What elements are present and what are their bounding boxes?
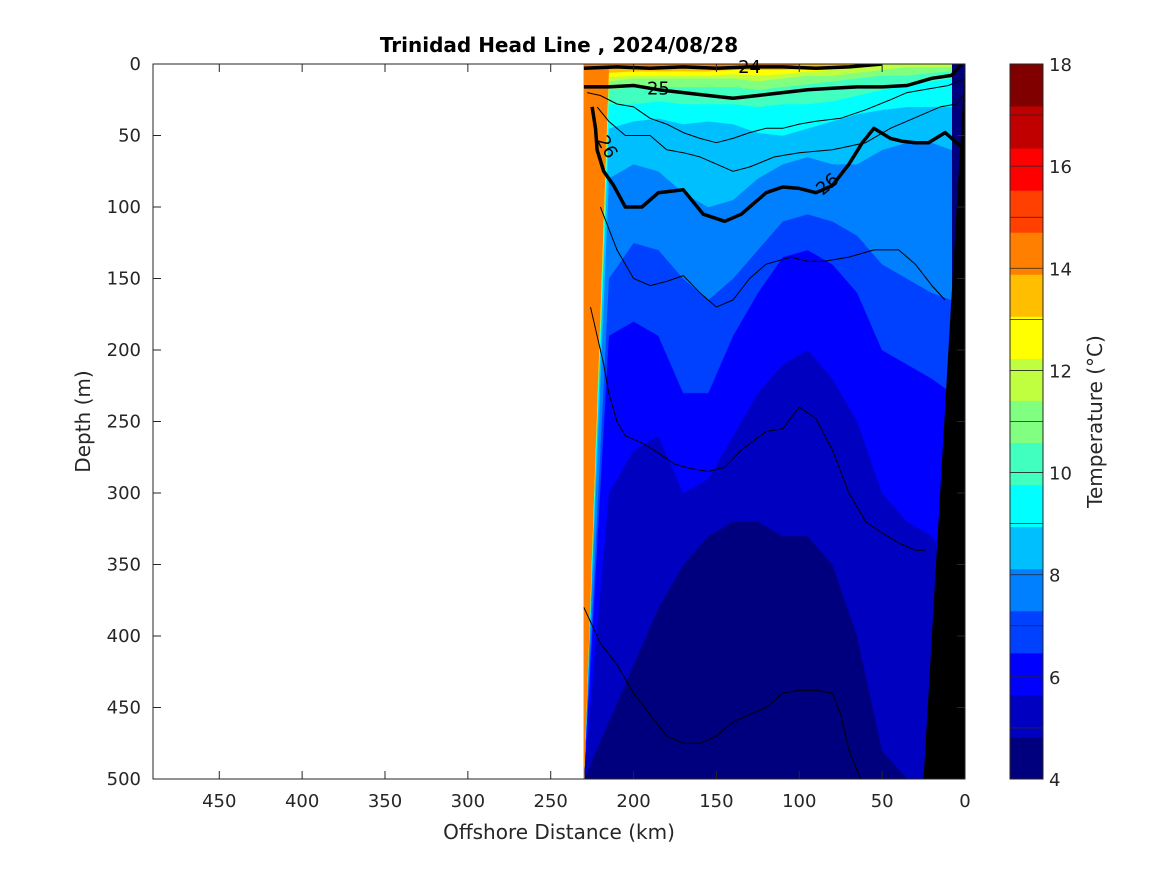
colorbar-title: Temperature (°C) bbox=[1083, 335, 1107, 509]
colorbar-segment bbox=[1010, 652, 1043, 696]
contour-label-24: 24 bbox=[738, 57, 761, 78]
colorbar-tick-label: 6 bbox=[1049, 668, 1060, 689]
x-tick-label: 100 bbox=[782, 791, 816, 812]
density-contour-26 bbox=[590, 106, 965, 224]
colorbar-segment bbox=[1010, 610, 1043, 654]
colorbar-tick-label: 18 bbox=[1049, 55, 1072, 76]
colorbar-segment bbox=[1010, 148, 1043, 191]
colorbar-tick-label: 8 bbox=[1049, 566, 1060, 587]
colorbar-segment bbox=[1010, 316, 1043, 359]
colorbar-tick-label: 12 bbox=[1049, 361, 1072, 382]
x-axis-title: Offshore Distance (km) bbox=[443, 820, 675, 844]
x-tick-label: 300 bbox=[451, 791, 485, 812]
x-tick-label: 250 bbox=[534, 791, 568, 812]
y-tick-label: 200 bbox=[107, 340, 141, 361]
temperature-band-14 bbox=[583, 64, 965, 779]
x-tick-label: 450 bbox=[202, 791, 236, 812]
y-axis-title: Depth (m) bbox=[71, 370, 95, 472]
y-tick-label: 100 bbox=[107, 197, 141, 218]
colorbar-tick-label: 4 bbox=[1049, 770, 1060, 791]
colorbar-segment bbox=[1010, 106, 1043, 149]
x-tick-label: 50 bbox=[871, 791, 894, 812]
density-contour-26-8 bbox=[590, 306, 926, 551]
colorbar-segment bbox=[1010, 190, 1043, 233]
temperature-band-13 bbox=[583, 64, 965, 779]
colorbar-segment bbox=[1010, 526, 1043, 570]
y-tick-label: 150 bbox=[107, 269, 141, 290]
colorbar-segment bbox=[1010, 484, 1043, 528]
colorbar-segment bbox=[1010, 442, 1043, 486]
temperature-band-11 bbox=[583, 64, 965, 779]
temperature-band-8 bbox=[583, 64, 965, 779]
x-tick-label: 0 bbox=[959, 791, 970, 812]
y-tick-label: 450 bbox=[107, 698, 141, 719]
colorbar-segment bbox=[1010, 274, 1043, 317]
density-contour-layer bbox=[583, 64, 965, 779]
x-tick-label: 150 bbox=[699, 791, 733, 812]
x-tick-label: 350 bbox=[368, 791, 402, 812]
y-tick-label: 300 bbox=[107, 483, 141, 504]
temperature-band-10 bbox=[583, 64, 965, 779]
density-contour-27 bbox=[583, 607, 862, 779]
colorbar-tick-label: 14 bbox=[1049, 259, 1072, 280]
y-tick-label: 0 bbox=[130, 54, 141, 75]
density-contour-26-6 bbox=[599, 206, 946, 308]
x-axis-ticks: 450 400 350 300 250 200 150 100 50 0 bbox=[202, 64, 971, 812]
y-tick-label: 50 bbox=[118, 126, 141, 147]
colorbar-segment bbox=[1010, 568, 1043, 612]
colorbar-tick-label: 10 bbox=[1049, 464, 1072, 485]
x-tick-label: 200 bbox=[616, 791, 650, 812]
x-tick-label: 400 bbox=[285, 791, 319, 812]
contour-label-25: 25 bbox=[647, 78, 670, 99]
y-tick-label: 350 bbox=[107, 555, 141, 576]
temperature-band-9 bbox=[583, 64, 965, 779]
y-tick-label: 500 bbox=[107, 769, 141, 790]
colorbar-segment bbox=[1010, 694, 1043, 738]
y-axis-ticks: 0 50 100 150 200 250 300 350 400 450 500 bbox=[107, 54, 965, 790]
y-tick-label: 250 bbox=[107, 412, 141, 433]
density-contour-26-2 bbox=[596, 92, 965, 172]
colorbar: 4 6 8 10 12 14 16 18 bbox=[1009, 55, 1072, 791]
colorbar-segment bbox=[1010, 358, 1043, 401]
colorbar-tick-label: 16 bbox=[1049, 157, 1072, 178]
seafloor-shape bbox=[923, 64, 965, 779]
colorbar-segment bbox=[1010, 64, 1043, 107]
colorbar-segment bbox=[1010, 232, 1043, 275]
y-tick-label: 400 bbox=[107, 626, 141, 647]
temperature-fill-layer bbox=[583, 64, 965, 779]
density-contour-25 bbox=[583, 64, 964, 101]
density-contour-26-4 bbox=[587, 77, 965, 144]
chart-title: Trinidad Head Line , 2024/08/28 bbox=[380, 33, 738, 57]
seafloor-layer bbox=[923, 64, 965, 779]
colorbar-segment bbox=[1010, 736, 1043, 780]
